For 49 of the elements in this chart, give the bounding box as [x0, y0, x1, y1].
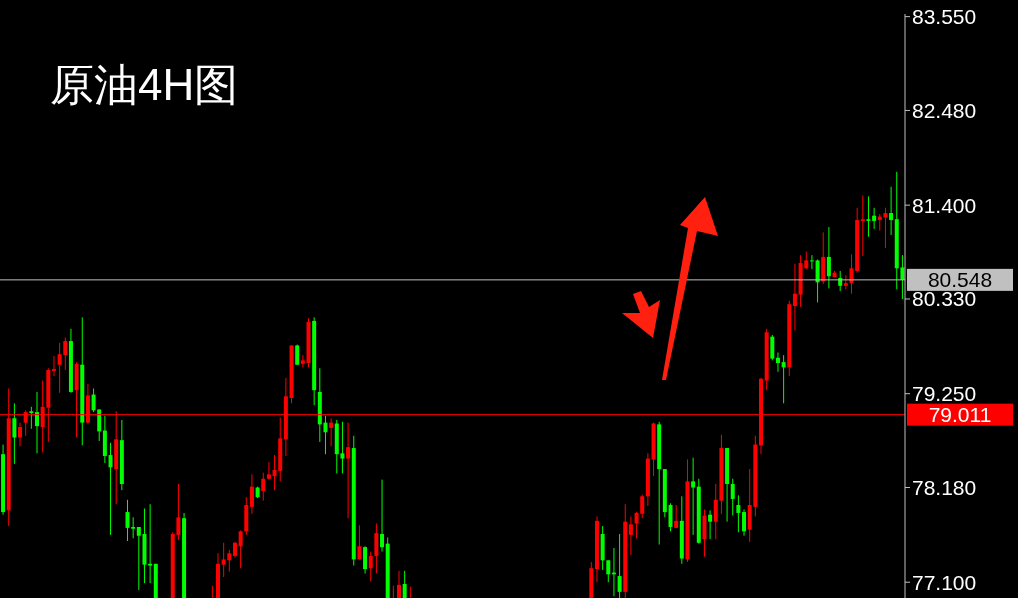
y-tick-label: 81.400	[912, 193, 977, 217]
candlestick	[266, 461, 271, 481]
candlestick	[12, 402, 17, 465]
candlestick	[249, 473, 254, 515]
candlestick	[674, 504, 679, 529]
candlestick	[872, 207, 877, 230]
candlestick	[357, 524, 362, 560]
candlestick	[29, 406, 34, 430]
candlestick	[368, 551, 373, 582]
text: 原油4H图	[50, 59, 239, 111]
candlestick	[35, 391, 39, 454]
candlestick	[51, 355, 56, 377]
candlestick	[606, 559, 611, 583]
candlestick	[770, 334, 775, 361]
candlestick	[781, 354, 786, 404]
candlestick	[18, 422, 23, 447]
y-tick-label: 77.100	[912, 570, 977, 594]
candlestick	[702, 508, 707, 558]
candlestick	[668, 502, 673, 532]
candlestick	[261, 472, 266, 502]
candlestick	[889, 186, 894, 236]
y-tick-label: 78.180	[912, 475, 977, 499]
candlestick	[736, 494, 741, 533]
candlestick	[374, 522, 379, 574]
candlestick	[691, 457, 696, 536]
ref-line-label: 79.011	[928, 403, 992, 427]
candlestick	[742, 508, 747, 537]
candlestick	[148, 503, 153, 584]
candlestick	[329, 417, 334, 447]
y-tick-label: 79.250	[912, 382, 977, 406]
candlestick	[775, 351, 780, 373]
candlestick	[617, 533, 622, 598]
candlestick	[860, 195, 865, 257]
candlestick	[363, 545, 368, 574]
candlestick	[380, 479, 385, 553]
candlestick	[826, 226, 831, 289]
y-tick-label: 82.480	[912, 98, 977, 122]
candlestick	[866, 195, 871, 238]
candlestick	[730, 478, 735, 517]
candlestick	[708, 509, 713, 540]
candlestick	[402, 570, 407, 598]
candlestick	[628, 515, 633, 556]
candlestick	[397, 570, 401, 598]
candlestick	[792, 263, 797, 332]
candlestick	[238, 529, 243, 569]
candlestick	[809, 254, 814, 270]
candlestick	[108, 442, 113, 536]
y-tick-label: 83.550	[912, 5, 977, 29]
candlestick	[346, 422, 351, 519]
